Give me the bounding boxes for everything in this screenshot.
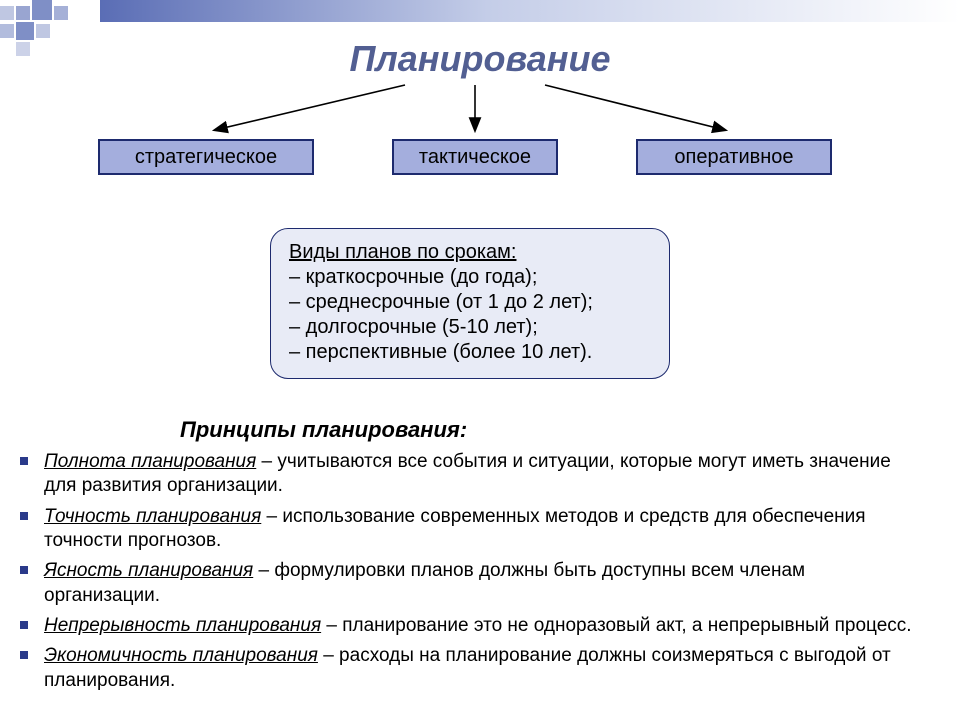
principle-term: Непрерывность планирования <box>44 615 321 636</box>
type-box-operational: оперативное <box>636 139 832 175</box>
principle-item: Непрерывность планирования – планировани… <box>44 614 920 638</box>
principle-item: Ясность планирования – формулировки план… <box>44 559 920 608</box>
plans-item: – краткосрочные (до года); <box>289 266 651 289</box>
principle-item: Точность планирования – использование со… <box>44 505 920 554</box>
principle-item: Полнота планирования – учитываются все с… <box>44 450 920 499</box>
plans-by-term-box: Виды планов по срокам: – краткосрочные (… <box>270 228 670 379</box>
principles-list: Полнота планирования – учитываются все с… <box>44 450 920 699</box>
principle-term: Экономичность планирования <box>44 645 318 666</box>
type-label: оперативное <box>674 146 793 169</box>
plans-heading: Виды планов по срокам: <box>289 241 651 264</box>
plans-item: – среднесрочные (от 1 до 2 лет); <box>289 291 651 314</box>
type-box-tactical: тактическое <box>392 139 558 175</box>
principle-item: Экономичность планирования – расходы на … <box>44 644 920 693</box>
principle-term: Ясность планирования <box>44 560 253 581</box>
principles-heading: Принципы планирования: <box>180 417 467 443</box>
type-label: тактическое <box>419 146 531 169</box>
principle-term: Полнота планирования <box>44 451 256 472</box>
plans-item: – перспективные (более 10 лет). <box>289 341 651 364</box>
principle-term: Точность планирования <box>44 506 261 527</box>
type-box-strategic: стратегическое <box>98 139 314 175</box>
type-label: стратегическое <box>135 146 277 169</box>
plans-item: – долгосрочные (5-10 лет); <box>289 316 651 339</box>
principle-rest: – планирование это не одноразовый акт, а… <box>321 615 911 636</box>
